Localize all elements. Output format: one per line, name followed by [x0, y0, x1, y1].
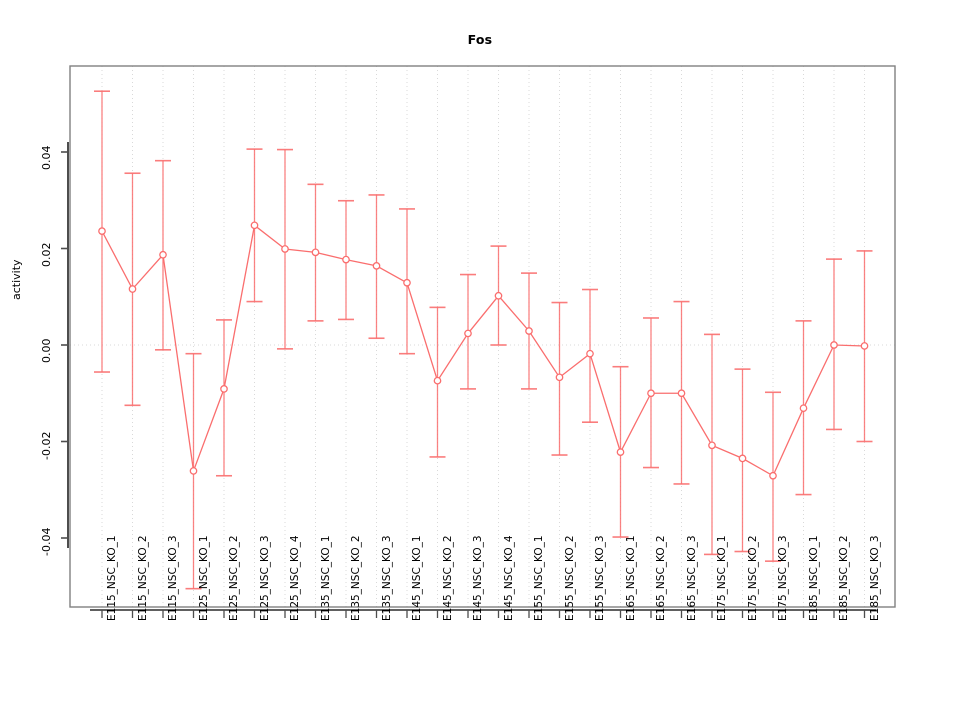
data-point-marker[interactable]	[281, 245, 289, 253]
x-tick-label: E125_NSC_KO_3	[258, 535, 271, 621]
data-point-marker[interactable]	[647, 389, 655, 398]
data-point-marker[interactable]	[555, 373, 564, 382]
x-tick-label: E185_NSC_KO_3	[868, 535, 881, 621]
data-point-marker[interactable]	[799, 404, 808, 413]
data-point-marker[interactable]	[128, 285, 137, 293]
data-point-marker[interactable]	[189, 467, 198, 475]
chart-title: Fos	[467, 32, 493, 47]
data-point-marker[interactable]	[769, 471, 777, 480]
data-point-marker[interactable]	[616, 448, 625, 456]
x-tick-label: E145_NSC_KO_1	[411, 535, 423, 621]
x-tick-label: E175_NSC_KO_2	[746, 535, 759, 621]
data-point-marker[interactable]	[433, 376, 442, 385]
data-point-marker[interactable]	[372, 262, 381, 270]
plot-border	[69, 65, 896, 608]
x-tick-label: E125_NSC_KO_4	[289, 535, 301, 621]
x-tick-label: E125_NSC_KO_2	[228, 535, 240, 621]
x-tick-label: E145_NSC_KO_3	[472, 535, 484, 621]
x-tick-label: E175_NSC_KO_1	[716, 535, 728, 621]
x-tick-label: E115_NSC_KO_2	[136, 535, 149, 621]
y-tick-label: -0.04	[40, 527, 53, 556]
x-tick-label: E115_NSC_KO_3	[167, 535, 179, 621]
data-point-marker[interactable]	[708, 441, 716, 450]
data-point-marker[interactable]	[159, 250, 167, 259]
data-point-marker[interactable]	[220, 385, 228, 393]
data-point-marker[interactable]	[677, 389, 686, 398]
data-point-marker[interactable]	[738, 454, 747, 463]
x-tick-label: E155_NSC_KO_3	[594, 535, 606, 621]
data-point-marker[interactable]	[830, 341, 838, 349]
data-point-marker[interactable]	[98, 227, 106, 235]
series-line	[101, 224, 865, 477]
data-point-marker[interactable]	[250, 221, 259, 230]
x-tick-label: E185_NSC_KO_1	[807, 535, 820, 621]
x-tick-label: E145_NSC_KO_4	[502, 535, 515, 621]
y-tick-label: -0.02	[40, 431, 53, 460]
data-point-marker[interactable]	[494, 291, 503, 300]
data-point-marker[interactable]	[342, 255, 350, 264]
x-tick-label: E185_NSC_KO_2	[838, 535, 850, 621]
data-point-marker[interactable]	[464, 329, 472, 338]
x-tick-label: E155_NSC_KO_1	[533, 535, 545, 621]
data-point-marker[interactable]	[311, 248, 320, 257]
x-tick-label: E115_NSC_KO_1	[106, 535, 118, 621]
x-tick-label: E175_NSC_KO_3	[777, 535, 789, 621]
x-tick-label: E165_NSC_KO_1	[624, 535, 637, 621]
x-tick-label: E125_NSC_KO_1	[197, 535, 210, 621]
data-point-marker[interactable]	[586, 349, 594, 358]
y-tick-label: 0.00	[40, 338, 53, 364]
x-tick-label: E155_NSC_KO_2	[563, 535, 576, 621]
x-tick-label: E145_NSC_KO_2	[441, 535, 454, 621]
x-tick-label: E135_NSC_KO_2	[350, 535, 362, 621]
y-tick-label: 0.02	[40, 242, 53, 267]
data-point-marker[interactable]	[525, 327, 533, 335]
data-point-marker[interactable]	[860, 342, 869, 350]
x-tick-label: E135_NSC_KO_1	[319, 535, 332, 621]
x-tick-label: E135_NSC_KO_3	[380, 535, 393, 621]
data-point-marker[interactable]	[403, 278, 411, 287]
x-tick-label: E165_NSC_KO_3	[685, 535, 698, 621]
y-tick-label: 0.04	[40, 145, 53, 171]
x-tick-label: E165_NSC_KO_2	[655, 535, 667, 621]
